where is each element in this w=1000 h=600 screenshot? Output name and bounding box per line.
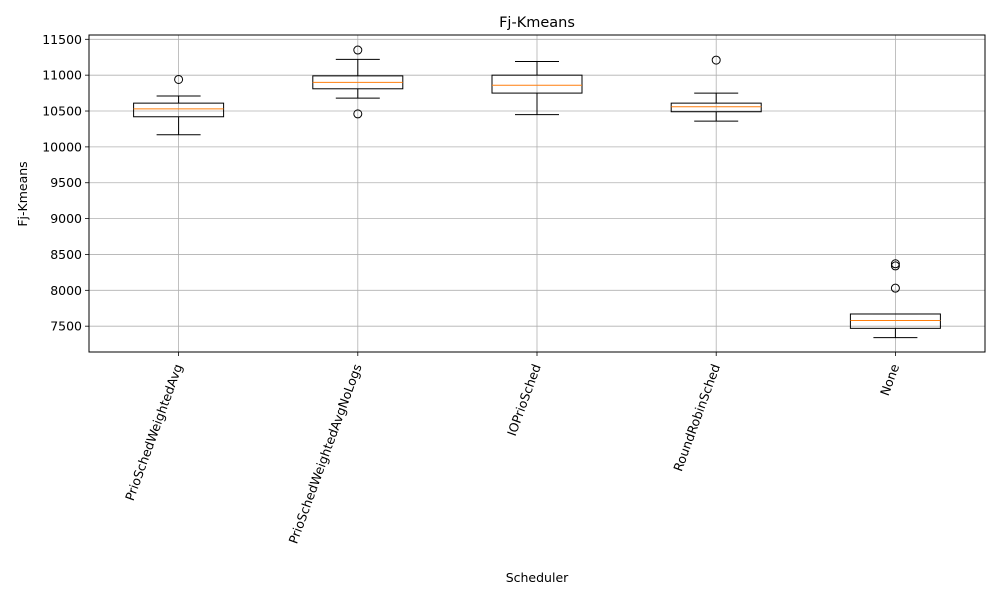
outlier-point	[353, 45, 363, 55]
y-tick-label: 8000	[50, 283, 82, 298]
y-tick-label: 9500	[50, 175, 82, 190]
iqr-box	[849, 313, 941, 329]
outlier-point	[890, 261, 900, 271]
y-tick-label: 11500	[42, 32, 82, 47]
outlier-point	[711, 55, 721, 65]
x-tick-label: PrioSchedWeightedAvg	[122, 362, 185, 503]
y-tick-label: 8500	[50, 247, 82, 262]
box-IOPrioSched	[491, 61, 583, 116]
y-tick-label: 9000	[50, 211, 82, 226]
y-tick-label: 10500	[42, 104, 82, 119]
x-axis-ticks: PrioSchedWeightedAvg PrioSchedWeightedAvg…	[122, 352, 902, 546]
box-PrioSchedWeightedAvg	[133, 74, 225, 136]
outlier-point	[890, 283, 900, 293]
outlier-point	[174, 74, 184, 84]
x-tick-label: None	[877, 362, 902, 398]
box-series	[133, 45, 941, 339]
y-axis-label: Fj-Kmeans	[15, 161, 30, 226]
y-tick-label: 11000	[42, 68, 82, 83]
outlier-point	[353, 109, 363, 119]
box-RoundRobinSched	[670, 55, 762, 122]
y-axis-ticks: 7500 8000 8500 9000 9500 10000 10500 11000 11500	[42, 32, 89, 334]
box-None	[849, 259, 941, 339]
grid-lines	[89, 35, 985, 352]
box-PrioSchedWeightedAvgNoLogs	[312, 45, 404, 119]
y-tick-label: 10000	[42, 139, 82, 154]
x-axis-label: Scheduler	[506, 570, 569, 585]
iqr-box	[491, 74, 583, 94]
x-tick-label: IOPrioSched	[504, 362, 544, 438]
iqr-box	[133, 102, 225, 118]
x-tick-label: RoundRobinSched	[670, 362, 723, 473]
x-tick-label: PrioSchedWeightedAvgNoLogs	[286, 362, 365, 546]
chart-title: Fj-Kmeans	[499, 15, 575, 31]
y-tick-label: 7500	[50, 319, 82, 334]
iqr-box	[670, 102, 762, 113]
outlier-point	[890, 259, 900, 269]
